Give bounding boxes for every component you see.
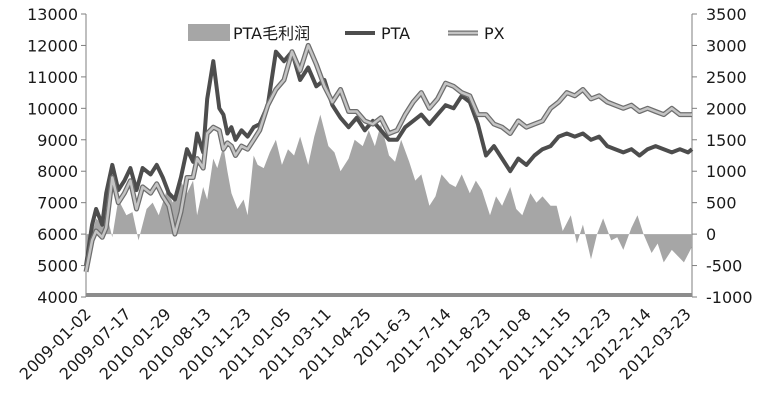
left-tick-label: 5000 [37, 257, 78, 276]
pta-margin-area [86, 114, 692, 272]
right-tick-label: 1500 [706, 131, 747, 150]
right-tick-label: -500 [706, 257, 742, 276]
right-tick-label: -1000 [706, 288, 753, 307]
right-tick-label: 2500 [706, 68, 747, 87]
pta-line [84, 49, 694, 266]
right-tick-label: 500 [706, 194, 737, 213]
right-tick-label: 0 [706, 225, 716, 244]
legend-px-label: PX [484, 24, 505, 43]
left-tick-label: 6000 [37, 225, 78, 244]
bottom-baseline-band [86, 293, 692, 297]
legend-pta-label: PTA [381, 24, 410, 43]
left-tick-label: 8000 [37, 162, 78, 181]
right-tick-label: 3000 [706, 36, 747, 55]
left-tick-label: 4000 [37, 288, 78, 307]
left-tick-label: 13000 [27, 5, 78, 24]
left-tick-label: 10000 [27, 99, 78, 118]
left-tick-label: 11000 [27, 68, 78, 87]
px-line [84, 44, 692, 273]
right-tick-label: 3500 [706, 5, 747, 24]
right-tick-label: 2000 [706, 99, 747, 118]
legend-margin-swatch [188, 24, 230, 41]
right-tick-label: 1000 [706, 162, 747, 181]
left-tick-label: 7000 [37, 194, 78, 213]
legend-margin-label: PTA毛利润 [233, 24, 310, 43]
left-tick-label: 12000 [27, 36, 78, 55]
left-tick-label: 9000 [37, 131, 78, 150]
